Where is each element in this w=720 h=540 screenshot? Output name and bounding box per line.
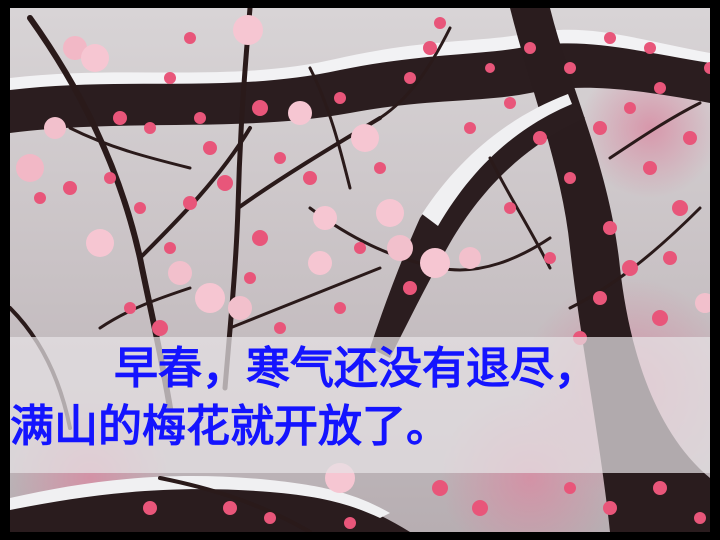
caption-line-1: 早春，寒气还没有退尽， [114, 343, 598, 394]
caption-line-2: 满山的梅花就开放了。 [10, 401, 450, 452]
caption: 早春，寒气还没有退尽， 满山的梅花就开放了。 [10, 340, 710, 456]
caption-background [10, 337, 710, 473]
